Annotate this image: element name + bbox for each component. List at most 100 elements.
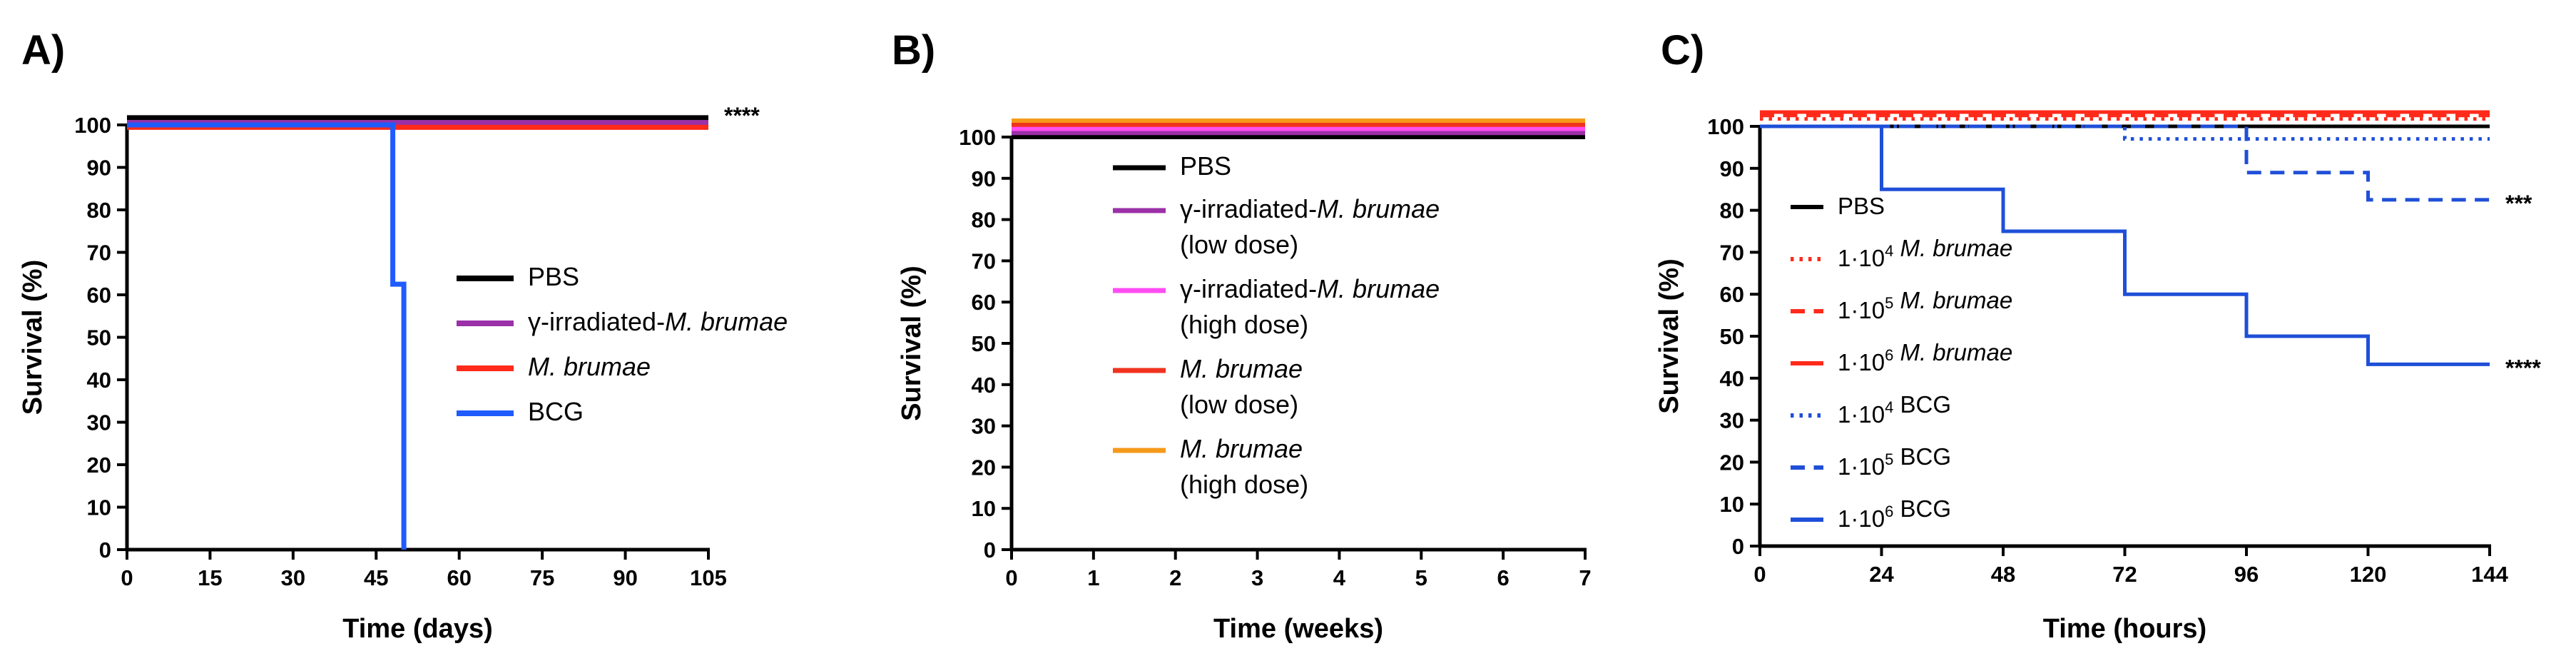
x-axis-title: Time (hours) — [2043, 614, 2206, 644]
y-tick-label: 10 — [972, 496, 996, 521]
y-tick-label: 0 — [984, 538, 996, 562]
y-tick-label: 40 — [972, 373, 996, 398]
legend-label-sup: 5 — [1885, 450, 1893, 468]
legend-label-text: 1·10 — [1838, 505, 1885, 532]
y-tick-label: 90 — [87, 156, 111, 181]
legend-label-line2: (low dose) — [1180, 230, 1298, 259]
x-axis-title: Time (days) — [342, 614, 492, 644]
y-axis-title: Survival (%) — [18, 260, 48, 415]
x-tick-label: 72 — [2112, 562, 2137, 587]
x-tick-label: 6 — [1497, 565, 1510, 590]
x-tick-label: 24 — [1869, 562, 1894, 587]
y-tick-label: 10 — [1720, 492, 1744, 517]
legend-label-sup: 5 — [1885, 294, 1893, 312]
y-tick-label: 30 — [972, 414, 996, 439]
x-tick-label: 30 — [281, 565, 305, 590]
legend-label: 1·104 M. brumae — [1838, 235, 2012, 271]
x-tick-label: 7 — [1579, 565, 1591, 590]
x-axis-title: Time (weeks) — [1213, 614, 1383, 644]
x-tick-label: 105 — [690, 565, 727, 590]
legend-label-text: PBS — [1180, 151, 1231, 181]
series-line — [1760, 124, 2490, 366]
y-tick-label: 0 — [1732, 534, 1744, 559]
x-tick-label: 60 — [447, 565, 471, 590]
x-tick-label: 90 — [613, 565, 637, 590]
legend-label: 1·106 M. brumae — [1838, 339, 2012, 375]
legend-label-italic: M. brumae — [665, 307, 788, 336]
x-tick-label: 75 — [530, 565, 554, 590]
x-tick-label: 1 — [1087, 565, 1099, 590]
y-tick-label: 80 — [1720, 198, 1744, 223]
x-tick-label: 120 — [2350, 562, 2387, 587]
legend-label: γ-irradiated-M. brumae — [1180, 194, 1440, 223]
legend-label: PBS — [1180, 151, 1231, 181]
x-tick-label: 96 — [2234, 562, 2259, 587]
legend-label-italic: M. brumae — [1180, 434, 1303, 463]
panel-label: C) — [1661, 27, 1704, 74]
legend-label-line2: (high dose) — [1180, 310, 1308, 339]
significance-annotation: **** — [724, 103, 760, 128]
y-tick-label: 100 — [959, 125, 996, 150]
y-tick-label: 10 — [87, 495, 111, 520]
legend-label-text: BCG — [528, 397, 584, 426]
legend-label-italic: M. brumae — [1317, 194, 1440, 223]
y-tick-label: 60 — [972, 290, 996, 315]
legend-label-italic: M. brumae — [1893, 287, 2012, 313]
panel-c: C) 0 24 48 72 96 120 144 0 10 20 30 40 50 60 70 80 90 100 T… — [1654, 27, 2541, 644]
y-tick-label: 80 — [972, 208, 996, 233]
legend-label-suffix: BCG — [1893, 443, 1951, 470]
legend-label: M. brumae — [1180, 434, 1303, 463]
legend-label: γ-irradiated-M. brumae — [1180, 274, 1440, 303]
y-tick-label: 20 — [87, 453, 111, 478]
x-tick-label: 144 — [2471, 562, 2508, 587]
x-tick-label: 45 — [364, 565, 388, 590]
legend-label-line2: (high dose) — [1180, 470, 1308, 499]
legend-label-italic: M. brumae — [1317, 274, 1440, 303]
legend-label: 1·106 BCG — [1838, 495, 1951, 532]
y-tick-label: 20 — [972, 455, 996, 480]
legend-label-sup: 6 — [1885, 503, 1893, 520]
legend-label: 1·105 BCG — [1838, 443, 1951, 480]
y-tick-label: 60 — [87, 283, 111, 308]
significance-annotation: **** — [2505, 355, 2541, 380]
legend-label-sup: 4 — [1885, 242, 1893, 260]
significance-annotation: *** — [2505, 191, 2532, 216]
legend-label: PBS — [1838, 193, 1885, 219]
legend-label: 1·105 M. brumae — [1838, 287, 2012, 323]
x-tick-label: 0 — [1005, 565, 1017, 590]
x-tick-label: 48 — [1991, 562, 2015, 587]
legend-label-sup: 6 — [1885, 346, 1893, 364]
legend-label-text: PBS — [1838, 193, 1885, 219]
legend-label-suffix: BCG — [1893, 391, 1951, 418]
y-tick-label: 90 — [972, 166, 996, 191]
legend-label: M. brumae — [528, 352, 651, 381]
x-tick-label: 15 — [198, 565, 222, 590]
series-line — [127, 122, 407, 550]
y-tick-label: 30 — [1720, 408, 1744, 433]
y-tick-label: 30 — [87, 410, 111, 435]
y-tick-label: 70 — [87, 241, 111, 266]
y-tick-label: 0 — [99, 538, 111, 562]
legend-label-italic: M. brumae — [528, 352, 651, 381]
y-tick-label: 50 — [972, 331, 996, 356]
y-tick-label: 100 — [74, 113, 111, 138]
legend-label-text: PBS — [528, 262, 579, 291]
x-tick-label: 2 — [1169, 565, 1181, 590]
y-axis-title: Survival (%) — [897, 266, 927, 421]
y-tick-label: 80 — [87, 198, 111, 223]
series-line — [1760, 124, 2490, 141]
legend-label-text: 1·10 — [1838, 245, 1885, 271]
x-tick-label: 0 — [1753, 562, 1766, 587]
legend-label-text: 1·10 — [1838, 297, 1885, 323]
legend-label-suffix: BCG — [1893, 495, 1951, 522]
legend-label-text: 1·10 — [1838, 453, 1885, 480]
legend-label: M. brumae — [1180, 354, 1303, 383]
y-tick-label: 100 — [1707, 114, 1744, 139]
y-tick-label: 60 — [1720, 282, 1744, 307]
y-tick-label: 70 — [1720, 240, 1744, 265]
panel-label: B) — [892, 27, 935, 74]
legend-label: γ-irradiated-M. brumae — [528, 307, 788, 336]
y-tick-label: 40 — [87, 368, 111, 393]
legend-label-text: γ-irradiated- — [1180, 274, 1317, 303]
x-tick-label: 3 — [1251, 565, 1263, 590]
